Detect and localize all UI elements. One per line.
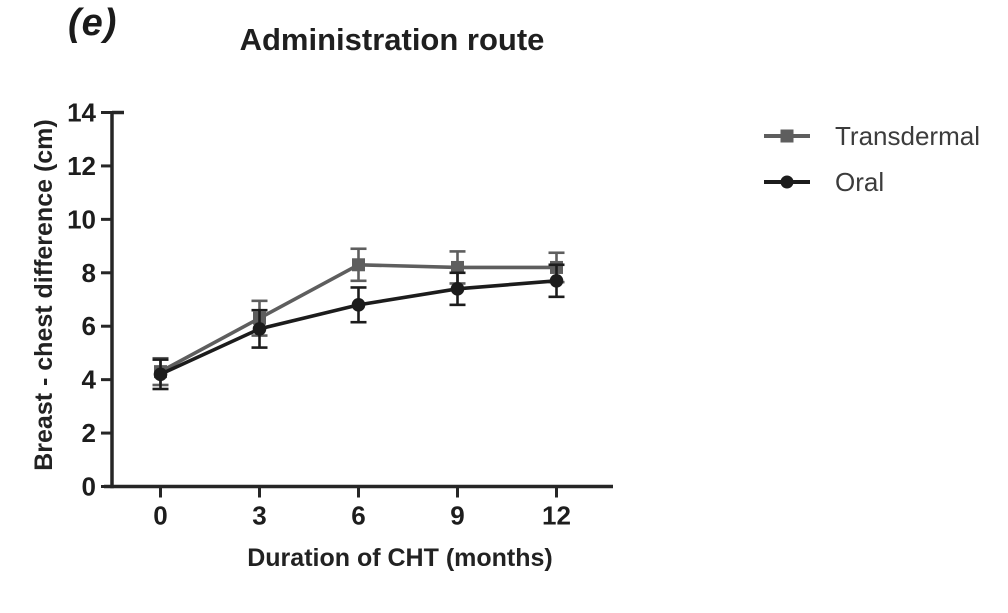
marker-circle-oral	[252, 322, 267, 336]
y-tick-label: 2	[82, 418, 96, 448]
marker-circle-oral	[351, 298, 366, 312]
x-tick-label: 9	[450, 501, 464, 531]
legend-circle-marker-icon	[764, 175, 810, 189]
legend-item-oral: Oral	[764, 165, 980, 199]
chart-title: Administration route	[239, 22, 545, 57]
marker-square-transdermal	[352, 258, 365, 272]
x-tick-label: 0	[153, 501, 167, 531]
y-tick-label: 8	[82, 258, 96, 288]
x-tick-label: 6	[351, 501, 365, 531]
circle-icon	[780, 175, 794, 189]
y-tick-label: 0	[82, 472, 96, 502]
y-tick-label: 6	[82, 311, 96, 341]
legend-label-transdermal: Transdermal	[835, 120, 980, 151]
marker-circle-oral	[153, 367, 168, 382]
legend-square-marker-icon	[764, 129, 810, 143]
y-tick-label: 4	[82, 365, 97, 395]
square-icon	[780, 129, 794, 143]
x-tick-label: 12	[542, 501, 571, 531]
panel-label: (e)	[68, 2, 118, 44]
y-tick-label: 12	[67, 151, 96, 181]
marker-circle-oral	[549, 274, 564, 288]
marker-circle-oral	[450, 282, 465, 296]
y-tick-label: 14	[67, 98, 96, 128]
legend: Transdermal Oral	[764, 119, 980, 211]
x-axis-label: Duration of CHT (months)	[247, 544, 553, 572]
x-tick-label: 3	[252, 501, 266, 531]
y-tick-label: 10	[67, 204, 96, 234]
legend-item-transdermal: Transdermal	[764, 119, 980, 153]
legend-label-oral: Oral	[835, 166, 885, 197]
marker-square-transdermal	[451, 260, 464, 274]
